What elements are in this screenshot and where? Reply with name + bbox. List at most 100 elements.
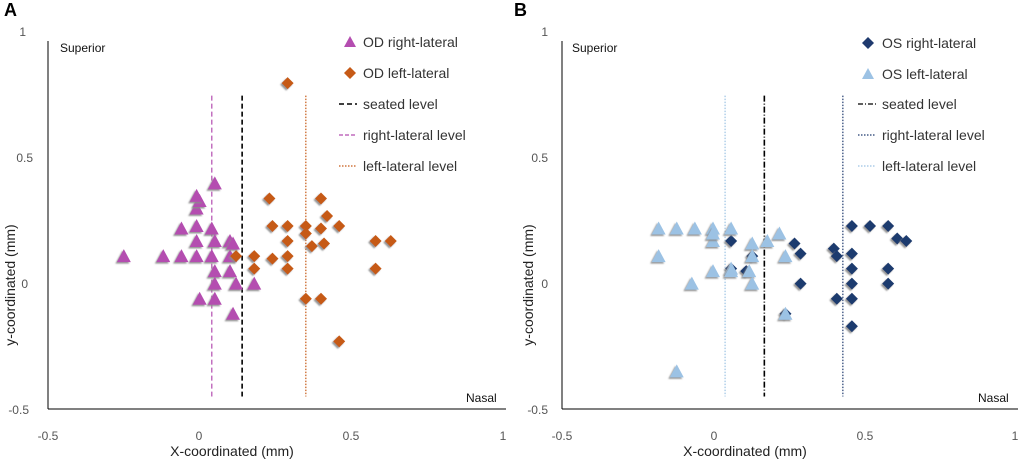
panel-a-label: A (4, 0, 17, 20)
panel-a-data-points (116, 77, 397, 348)
panel-a-point-od-right-lateral (226, 236, 241, 250)
panel-a-x-tick-0-5: 0.5 (343, 429, 360, 443)
panel-a-reference-lines (211, 95, 307, 397)
panel-b-point-os-left-lateral (669, 221, 684, 235)
panel-a-point-od-left-lateral (266, 220, 279, 233)
panel-b-point-os-left-lateral (742, 264, 757, 278)
panel-a-point-od-left-lateral (333, 335, 346, 348)
legend-od-left-lateral-label: OD left-lateral (363, 65, 449, 81)
panel-a-y-tick-0: 0 (21, 277, 28, 291)
panel-a-point-od-left-lateral (248, 262, 261, 275)
panel-b-point-os-left-lateral (651, 221, 666, 235)
panel-b-point-os-left-lateral (706, 226, 720, 240)
panel-a-point-od-right-lateral (189, 219, 204, 233)
panel-b-nasal-label: Nasal (978, 391, 1009, 405)
panel-b-point-os-left-lateral (760, 234, 775, 248)
legend-right-lateral-level-label: right-lateral level (363, 127, 466, 143)
panel-a-point-od-right-lateral (207, 276, 222, 290)
panel-b-data-points (651, 220, 913, 378)
panel-a-point-od-left-lateral (315, 292, 327, 305)
panel-a-point-od-left-lateral (263, 192, 276, 205)
panel-b-point-os-left-lateral (651, 249, 666, 263)
panel-b-point-os-left-lateral (706, 234, 720, 248)
panel-b-point-os-right-lateral (845, 320, 858, 333)
panel-b-y-tick-0: 0 (541, 277, 548, 291)
panel-a-point-od-right-lateral (207, 291, 222, 305)
panel-a-point-od-left-lateral (333, 220, 346, 233)
panel-a-point-od-left-lateral (384, 235, 397, 248)
panel-a-point-od-left-lateral (266, 252, 279, 265)
panel-b-x-tick-neg-0-5: -0.5 (552, 429, 573, 443)
panel-a-point-od-left-lateral (281, 262, 294, 275)
panel-a-point-od-left-lateral (318, 237, 331, 250)
panel-a-point-od-right-lateral (207, 234, 222, 248)
panel-a-point-od-left-lateral (299, 227, 312, 240)
panel-a-point-od-right-lateral (192, 291, 207, 305)
panel-b-point-os-right-lateral (845, 220, 858, 233)
legend-right-lateral-level-label-b: right-lateral level (882, 127, 985, 143)
panel-a-point-od-left-lateral (281, 220, 294, 233)
panel-b-point-os-left-lateral (778, 306, 793, 320)
panel-b-x-tick-0: 0 (711, 429, 718, 443)
panel-b-point-os-left-lateral (669, 364, 684, 378)
legend-od-right-lateral-label: OD right-lateral (363, 34, 458, 50)
panel-b-legend: OS right-lateral OS left-lateral seated … (858, 35, 985, 174)
panel-b-x-axis-title: X-coordinated (mm) (683, 443, 807, 459)
panel-b-point-os-left-lateral (772, 226, 787, 240)
panel-b-point-os-right-lateral (845, 247, 858, 260)
legend-os-left-lateral-marker (862, 68, 874, 79)
panel-a-x-tick-1: 1 (500, 429, 507, 443)
panel-b-point-os-left-lateral (687, 221, 702, 235)
panel-a-point-od-right-lateral (174, 221, 189, 235)
panel-a-point-od-right-lateral (247, 276, 262, 290)
panel-a-point-od-right-lateral (223, 264, 237, 278)
panel-a-x-tick-0: 0 (196, 429, 203, 443)
legend-seated-level-label-b: seated level (882, 96, 957, 112)
panel-b-x-tick-0-5: 0.5 (857, 429, 874, 443)
panel-a-point-od-right-lateral (156, 249, 171, 263)
panel-a-point-od-right-lateral (207, 176, 222, 190)
panel-a-point-od-left-lateral (299, 292, 312, 305)
legend-os-right-lateral-label: OS right-lateral (882, 35, 976, 51)
panel-a-point-od-right-lateral (229, 276, 244, 290)
panel-b-point-os-left-lateral (706, 264, 720, 278)
panel-b-point-os-right-lateral (882, 262, 895, 275)
panel-b-point-os-right-lateral (882, 220, 895, 233)
panel-b-point-os-right-lateral (845, 262, 858, 275)
panel-b-point-os-left-lateral (745, 236, 760, 250)
panel-a-point-od-right-lateral (207, 264, 222, 278)
panel-a-point-od-left-lateral (369, 235, 382, 248)
panel-b-point-os-left-lateral (745, 249, 760, 263)
panel-b-point-os-left-lateral (684, 276, 699, 290)
panel-a-point-od-left-lateral (248, 250, 261, 263)
panel-b-y-tick-0-5: 0.5 (531, 151, 548, 165)
panel-a-x-axis-title: X-coordinated (mm) (170, 443, 294, 459)
panel-a-point-od-right-lateral (189, 201, 204, 215)
legend-left-lateral-level-label: left-lateral level (363, 158, 457, 174)
panel-a-point-od-right-lateral (116, 249, 131, 263)
panel-b-point-os-right-lateral (845, 277, 858, 290)
panel-b-y-axis-title: y-coordinated (mm) (520, 224, 536, 345)
panel-a-y-tick-neg-0-5: -0.5 (8, 403, 29, 417)
panel-a-point-od-left-lateral (230, 250, 243, 263)
panel-b-x-tick-1: 1 (1012, 429, 1019, 443)
panel-a-point-od-left-lateral (315, 222, 327, 235)
panel-a-point-od-right-lateral (189, 234, 204, 248)
panel-b-point-os-left-lateral (778, 249, 793, 263)
panel-a: A Superior Nasal 1 0.5 0 -0.5 -0.5 0 0.5… (2, 0, 507, 459)
panel-b-point-os-right-lateral (864, 220, 877, 233)
panel-a-point-od-right-lateral (189, 249, 204, 263)
panel-a-y-axis-title: y-coordinated (mm) (2, 224, 18, 345)
panel-b-point-os-right-lateral (725, 235, 738, 248)
panel-b-point-os-right-lateral (900, 235, 913, 248)
legend-os-right-lateral-marker (862, 37, 874, 49)
panel-b-point-os-right-lateral (794, 277, 807, 290)
panel-a-point-od-right-lateral (204, 221, 219, 235)
panel-b-reference-lines (724, 95, 844, 397)
panel-b-point-os-left-lateral (745, 276, 760, 290)
panel-b-superior-label: Superior (572, 41, 617, 55)
legend-seated-level-label: seated level (363, 96, 438, 112)
panel-a-point-od-right-lateral (174, 249, 189, 263)
panel-b: B Superior Nasal 1 0.5 0 -0.5 -0.5 0 0.5… (514, 0, 1019, 459)
